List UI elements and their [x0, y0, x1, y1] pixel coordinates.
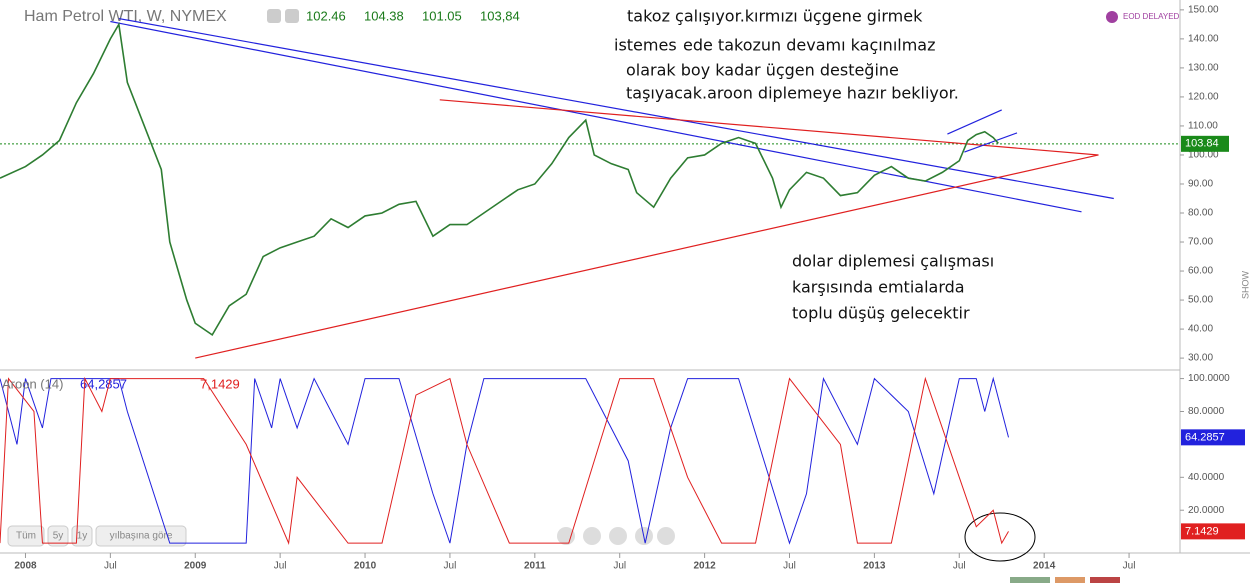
y-tick-label: 30.00: [1188, 353, 1213, 364]
x-tick-label: 2010: [354, 561, 377, 572]
y-tick-label: 80.0000: [1188, 406, 1225, 417]
y-tick-label: 150.00: [1188, 5, 1219, 16]
y-tick-label: 20.0000: [1188, 505, 1225, 516]
quote-value: 104.38: [364, 8, 404, 23]
last-price-label: 103.84: [1185, 138, 1219, 150]
nav-button[interactable]: [609, 527, 627, 545]
range-button-label: 1y: [77, 531, 88, 542]
x-tick-label: Jul: [444, 561, 457, 572]
y-tick-label: 40.00: [1188, 324, 1213, 335]
tab[interactable]: [1055, 577, 1085, 583]
quote-value: 102.46: [306, 8, 346, 23]
x-tick-label: Jul: [953, 561, 966, 572]
x-tick-label: 2014: [1033, 561, 1056, 572]
tab[interactable]: [1090, 577, 1120, 583]
series-line: [0, 22, 999, 337]
badge: EOD DELAYED: [1123, 12, 1180, 21]
tab[interactable]: [1010, 577, 1050, 583]
annotation: karşısında emtialarda: [792, 278, 965, 297]
quote-value: 103,84: [480, 8, 520, 23]
range-button[interactable]: [95, 525, 187, 547]
y-tick-label: 100.00: [1188, 150, 1219, 161]
y-tick-label: 90.00: [1188, 179, 1213, 190]
last-price-box: [1181, 135, 1229, 152]
annotation: taşıyacak.aroon diplemeye hazır bekliyor…: [626, 84, 959, 103]
x-tick-label: 2013: [863, 561, 886, 572]
annotation: ede takozun devamı kaçınılmaz: [683, 36, 936, 55]
y-tick-label: 70.00: [1188, 237, 1213, 248]
settings-icon[interactable]: [267, 9, 281, 23]
annotation: istemes: [614, 36, 677, 55]
y-tick-label: 60.00: [1188, 266, 1213, 277]
range-button-label: Tüm: [16, 531, 36, 542]
close-icon[interactable]: [285, 9, 299, 23]
trendline: [195, 154, 1099, 359]
range-button-label: yılbaşına göre: [110, 531, 173, 542]
last-value-box: [1181, 429, 1245, 446]
x-tick-label: 2008: [14, 561, 37, 572]
legend-value: 64,2857: [80, 376, 127, 391]
range-buttons: Tüm 5y 1y yılbaşına göre: [7, 525, 187, 547]
side-tab[interactable]: SHOW: [1240, 270, 1250, 299]
range-button-label: 5y: [53, 531, 64, 542]
y-tick-label: 120.00: [1188, 92, 1219, 103]
annotation: olarak boy kadar üçgen desteğine: [626, 61, 899, 80]
y-tick-label: 130.00: [1188, 63, 1219, 74]
y-tick-label: 80.00: [1188, 208, 1213, 219]
last-value-label: 7.1429: [1185, 525, 1219, 537]
nav-button[interactable]: [657, 527, 675, 545]
series-line: [0, 376, 1010, 545]
y-tick-label: 140.00: [1188, 34, 1219, 45]
x-tick-label: Jul: [274, 561, 287, 572]
trendline: [947, 109, 1002, 135]
annotation: takoz çalışıyor.kırmızı üçgene girmek: [627, 7, 923, 26]
x-tick-label: 2009: [184, 561, 207, 572]
x-tick-label: 2011: [524, 561, 546, 572]
trendline: [439, 99, 1099, 156]
x-tick-label: 2012: [693, 561, 716, 572]
y-tick-label: 50.00: [1188, 295, 1213, 306]
annotation: dolar diplemesi çalışması: [792, 252, 994, 271]
badge-icon: [1106, 11, 1118, 23]
indicator-title: Aroon (14): [2, 376, 63, 391]
y-tick-label: 110.00: [1188, 121, 1218, 132]
y-tick-label: 100.0000: [1188, 373, 1230, 384]
x-tick-label: Jul: [783, 561, 796, 572]
y-tick-label: 40.0000: [1188, 472, 1225, 483]
nav-button[interactable]: [557, 527, 575, 545]
range-button[interactable]: [47, 525, 69, 547]
x-tick-label: Jul: [104, 561, 117, 572]
series-line: [0, 376, 1009, 546]
annotation: toplu düşüş gelecektir: [792, 304, 970, 323]
last-value-label: 64.2857: [1185, 431, 1225, 443]
x-tick-label: Jul: [1123, 561, 1136, 572]
trendline: [964, 132, 1018, 153]
nav-button[interactable]: [583, 527, 601, 545]
last-value-box: [1181, 523, 1245, 540]
circle-annotation: [964, 512, 1036, 562]
chart-title: Ham Petrol WTI, W, NYMEX: [24, 8, 227, 25]
x-tick-label: Jul: [613, 561, 626, 572]
range-button[interactable]: [7, 525, 45, 547]
legend-value: 7,1429: [200, 376, 240, 391]
quote-value: 101.05: [422, 8, 462, 23]
